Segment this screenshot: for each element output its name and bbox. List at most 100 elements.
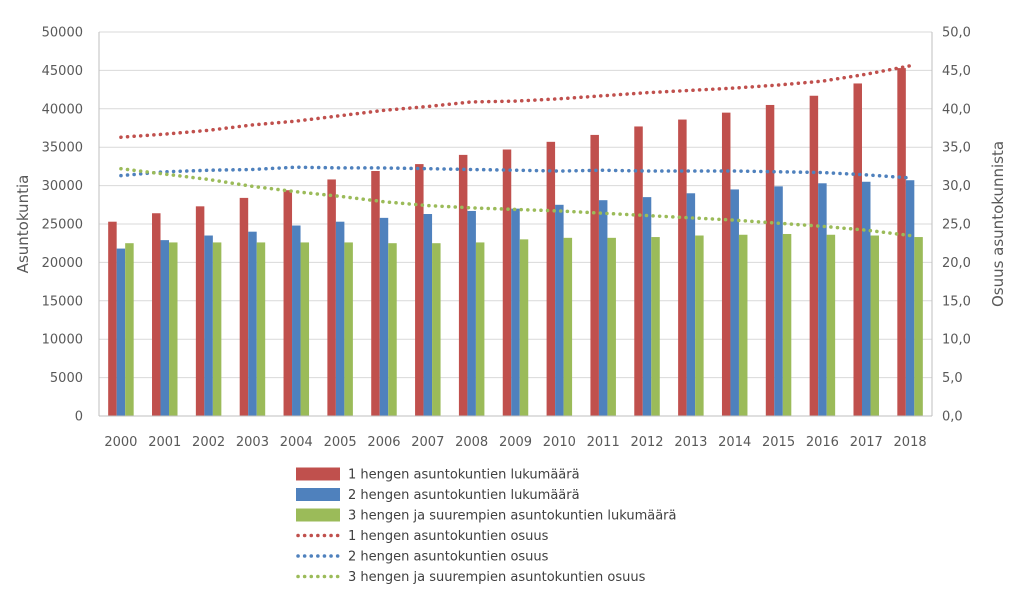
bar-series-group	[108, 68, 923, 416]
bar-1-2005	[327, 179, 336, 416]
x-tick-label: 2005	[324, 435, 357, 450]
bar-1-2014	[722, 113, 731, 416]
bar-1-2006	[371, 171, 380, 416]
x-tick-label: 2011	[587, 435, 620, 450]
bar-1-2015	[766, 105, 775, 416]
y2-axis-title: Osuus asuntokunnista	[989, 141, 1007, 307]
x-tick-label: 2017	[850, 435, 883, 450]
bar-2-2008	[467, 211, 476, 416]
x-tick-label: 2010	[543, 435, 576, 450]
x-tick-label: 2012	[630, 435, 663, 450]
legend-swatch-1	[296, 488, 340, 501]
legend-swatch-2	[296, 509, 340, 522]
line-series-4	[121, 167, 910, 178]
bar-2-2009	[511, 209, 520, 416]
y-tick-label: 15000	[42, 294, 83, 309]
bar-3-2004	[301, 242, 310, 416]
y2-tick-label: 5,0	[942, 371, 963, 386]
bar-2-2004	[292, 226, 301, 416]
x-tick-label: 2014	[718, 435, 751, 450]
bar-3-2015	[783, 234, 792, 416]
bar-2-2018	[906, 180, 915, 416]
y-tick-label: 20000	[42, 256, 83, 271]
x-tick-label: 2009	[499, 435, 532, 450]
x-tick-label: 2018	[894, 435, 927, 450]
y-tick-label: 35000	[42, 141, 83, 156]
bar-2-2012	[643, 197, 652, 416]
legend-label-3: 1 hengen asuntokuntien osuus	[348, 529, 549, 544]
bar-1-2018	[897, 68, 906, 416]
bar-1-2017	[853, 83, 862, 416]
bar-2-2014	[730, 189, 739, 416]
y2-tick-label: 0,0	[942, 410, 963, 425]
y-tick-label: 5000	[50, 371, 83, 386]
y-axis-title: Asuntokuntia	[14, 175, 32, 274]
bar-1-2013	[678, 120, 687, 416]
x-tick-label: 2008	[455, 435, 488, 450]
bar-2-2013	[687, 193, 696, 416]
bar-3-2011	[607, 238, 616, 416]
bar-2-2011	[599, 200, 608, 416]
y2-tick-label: 15,0	[942, 294, 971, 309]
bar-1-2009	[503, 150, 512, 416]
x-tick-label: 2006	[367, 435, 400, 450]
x-tick-label: 2007	[411, 435, 444, 450]
legend-label-0: 1 hengen asuntokuntien lukumäärä	[348, 468, 580, 483]
x-tick-label: 2001	[148, 435, 181, 450]
bar-1-2000	[108, 222, 117, 416]
bar-1-2003	[240, 198, 249, 416]
bar-3-2016	[827, 235, 836, 416]
bar-3-2013	[695, 236, 704, 416]
x-tick-label: 2004	[280, 435, 313, 450]
line-series-3	[121, 66, 910, 137]
bar-2-2007	[424, 214, 433, 416]
legend-label-1: 2 hengen asuntokuntien lukumäärä	[348, 488, 580, 503]
bar-2-2005	[336, 222, 345, 416]
bar-3-2017	[870, 236, 879, 416]
bar-2-2002	[204, 236, 213, 416]
bar-3-2007	[432, 243, 441, 416]
bar-1-2016	[810, 96, 819, 416]
bar-1-2010	[547, 142, 556, 416]
x-tick-label: 2013	[674, 435, 707, 450]
y-tick-label: 0	[75, 410, 83, 425]
x-tick-label: 2015	[762, 435, 795, 450]
bar-3-2006	[388, 243, 397, 416]
bar-2-2015	[774, 186, 783, 416]
y-tick-label: 45000	[42, 64, 83, 79]
legend: 1 hengen asuntokuntien lukumäärä 2 hengen…	[296, 468, 677, 586]
y-tick-label: 10000	[42, 333, 83, 348]
legend-label-2: 3 hengen ja suurempien asuntokuntien luk…	[348, 509, 677, 524]
legend-swatch-0	[296, 468, 340, 481]
bar-1-2011	[590, 135, 599, 416]
y-tick-label: 40000	[42, 102, 83, 117]
bar-3-2003	[257, 242, 266, 416]
y2-tick-label: 30,0	[942, 179, 971, 194]
bar-2-2001	[161, 240, 170, 416]
bar-2-2016	[818, 183, 827, 416]
y2-tick-label: 10,0	[942, 333, 971, 348]
bar-3-2014	[739, 235, 748, 416]
bar-3-2005	[344, 242, 353, 416]
bar-2-2010	[555, 205, 564, 416]
y2-tick-label: 40,0	[942, 102, 971, 117]
y2-tick-label: 20,0	[942, 256, 971, 271]
y-tick-label: 25000	[42, 218, 83, 233]
legend-label-4: 2 hengen asuntokuntien osuus	[348, 550, 549, 565]
x-tick-label: 2000	[104, 435, 137, 450]
x-tick-label: 2016	[806, 435, 839, 450]
bar-2-2006	[380, 218, 389, 416]
y2-tick-label: 35,0	[942, 141, 971, 156]
bar-1-2002	[196, 206, 205, 416]
y2-tick-label: 50,0	[942, 26, 971, 41]
x-tick-label: 2002	[192, 435, 225, 450]
bar-1-2007	[415, 164, 424, 416]
bar-2-2003	[248, 232, 257, 416]
y-tick-label: 50000	[42, 26, 83, 41]
y-tick-label: 30000	[42, 179, 83, 194]
y2-tick-label: 45,0	[942, 64, 971, 79]
bar-3-2008	[476, 242, 485, 416]
bar-1-2004	[284, 190, 293, 416]
